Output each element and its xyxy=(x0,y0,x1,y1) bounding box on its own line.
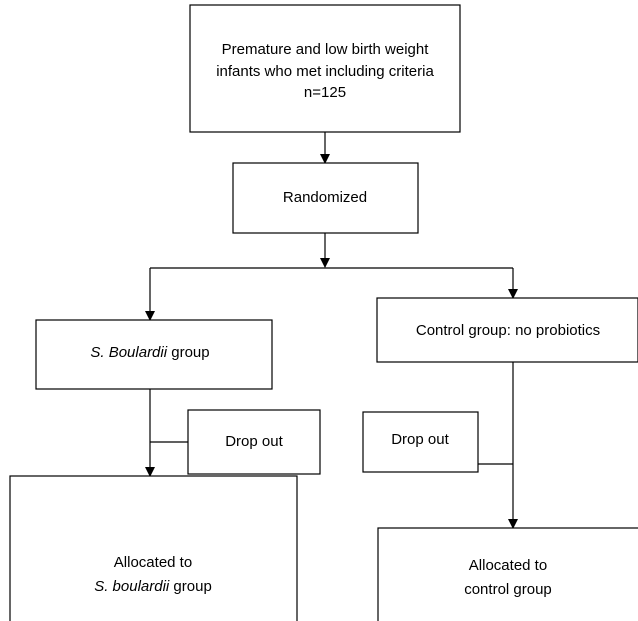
node-text: Allocated to xyxy=(469,557,547,574)
node: Drop out xyxy=(187,409,321,475)
node-text: Control group: no probiotics xyxy=(416,322,600,339)
node-text: S. Boulardii group xyxy=(90,344,209,361)
text: group xyxy=(169,578,212,595)
box xyxy=(35,319,273,390)
node-text: Drop out xyxy=(225,433,283,450)
node-text: Drop out xyxy=(391,431,449,448)
node-text: S. boulardii group xyxy=(94,578,212,595)
box xyxy=(362,411,479,473)
node: Randomized xyxy=(232,162,419,234)
box xyxy=(232,162,419,234)
italic-text: S. Boulardii xyxy=(90,344,167,361)
box xyxy=(9,475,298,621)
node-text: Premature and low birth weight xyxy=(222,41,430,58)
box xyxy=(187,409,321,475)
box xyxy=(377,527,638,621)
node: Allocated to S. boulardii group xyxy=(9,475,298,621)
text: group xyxy=(167,344,210,361)
box xyxy=(376,297,638,363)
node-text: infants who met including criteria xyxy=(216,63,434,80)
node-text: Allocated to xyxy=(114,554,192,571)
node: Control group: no probiotics xyxy=(376,297,638,363)
italic-text: S. boulardii xyxy=(94,578,170,595)
node-text: control group xyxy=(464,581,552,598)
node: Premature and low birth weight infants w… xyxy=(189,4,461,133)
box xyxy=(189,4,461,133)
node: Drop out xyxy=(362,411,479,473)
node-text: Randomized xyxy=(283,189,367,206)
node: S. Boulardii group xyxy=(35,319,273,390)
node: Allocated to control group xyxy=(377,527,638,621)
node-text: n=125 xyxy=(304,84,346,101)
